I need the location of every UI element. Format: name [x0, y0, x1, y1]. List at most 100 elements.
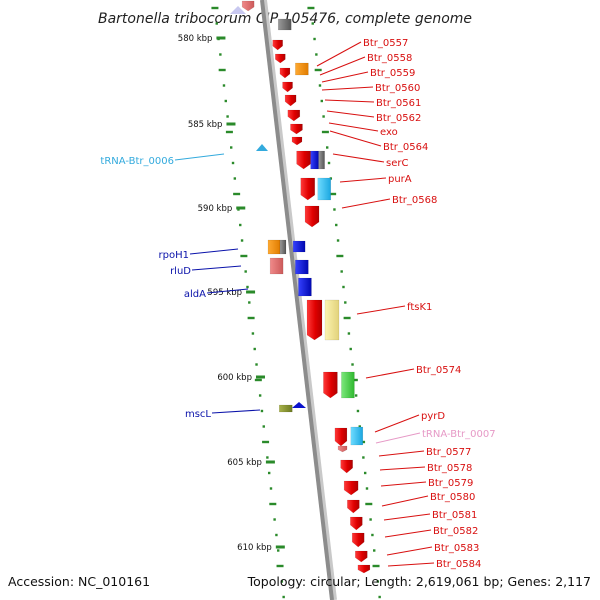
gene-feature[interactable] — [310, 150, 319, 170]
kbp-label: 580 kbp — [178, 34, 213, 44]
trna-feature[interactable] — [256, 144, 268, 151]
gene-label[interactable]: Btr_0584 — [436, 559, 481, 570]
gene-feature[interactable] — [341, 371, 355, 399]
track-tick — [314, 68, 322, 72]
track-tick — [343, 316, 351, 320]
track-tick — [351, 363, 354, 366]
gene-feature[interactable] — [340, 459, 353, 474]
gene-feature[interactable] — [269, 257, 284, 275]
gene-feature[interactable] — [306, 299, 323, 341]
gene-feature[interactable] — [343, 480, 359, 496]
gene-feature[interactable] — [337, 445, 348, 453]
gene-label[interactable]: Btr_0582 — [433, 526, 478, 537]
gene-label[interactable]: Btr_0560 — [375, 83, 420, 94]
gene-feature[interactable] — [347, 499, 360, 514]
gene-feature[interactable] — [351, 532, 365, 548]
gene-feature[interactable] — [296, 150, 311, 170]
track-tick — [335, 223, 338, 227]
gene-label[interactable]: rluD — [170, 266, 191, 277]
gene-label[interactable]: Btr_0559 — [370, 68, 415, 79]
gene-feature[interactable] — [292, 240, 306, 253]
gene-feature[interactable] — [279, 404, 293, 413]
gene-feature[interactable] — [279, 239, 287, 255]
track-tick — [326, 146, 329, 149]
gene-feature[interactable] — [284, 94, 297, 107]
track-tick — [260, 409, 264, 413]
connector-line — [380, 481, 427, 487]
gene-label[interactable]: Btr_0564 — [383, 142, 428, 153]
gene-label[interactable]: Btr_0581 — [432, 510, 477, 521]
gene-label[interactable]: serC — [386, 158, 408, 169]
gene-feature[interactable] — [230, 6, 246, 14]
gene-label[interactable]: ftsK1 — [407, 302, 432, 313]
gene-feature[interactable] — [277, 18, 292, 31]
track-tick — [215, 22, 218, 25]
gene-label[interactable]: mscL — [185, 409, 211, 420]
gene-feature[interactable] — [295, 259, 309, 275]
track-tick — [254, 378, 262, 382]
track-tick — [267, 471, 271, 475]
gene-feature[interactable] — [295, 62, 309, 76]
gene-feature[interactable] — [350, 426, 364, 446]
gene-feature[interactable] — [298, 277, 312, 297]
gene-feature[interactable] — [282, 81, 293, 93]
gene-label[interactable]: Btr_0557 — [363, 38, 408, 49]
gene-label[interactable]: Btr_0578 — [427, 463, 472, 474]
connector-line — [341, 198, 391, 209]
gene-feature[interactable] — [318, 150, 325, 170]
gene-feature[interactable] — [324, 299, 340, 341]
track-tick — [258, 394, 262, 397]
connector-line — [321, 71, 369, 83]
gene-feature[interactable] — [323, 371, 338, 399]
gene-label[interactable]: pyrD — [421, 411, 445, 422]
connector-line — [316, 41, 362, 67]
connector-line — [321, 86, 374, 91]
connector-line — [381, 495, 429, 507]
track-tick — [233, 192, 241, 196]
track-tick — [211, 6, 219, 10]
gene-feature[interactable] — [304, 205, 320, 228]
gene-label[interactable]: aldA — [184, 289, 206, 300]
gene-label[interactable]: Btr_0574 — [416, 365, 461, 376]
gene-label[interactable]: tRNA-Btr_0007 — [422, 429, 496, 440]
gene-label[interactable]: Btr_0583 — [434, 543, 479, 554]
gene-label[interactable]: rpoH1 — [159, 250, 189, 261]
gene-label[interactable]: Btr_0577 — [426, 447, 471, 458]
gene-feature[interactable] — [290, 123, 303, 135]
track-tick — [365, 502, 373, 506]
connector-line — [189, 248, 239, 255]
gene-feature[interactable] — [292, 402, 306, 408]
gene-label[interactable]: Btr_0558 — [367, 53, 412, 64]
gene-feature[interactable] — [279, 67, 291, 79]
kbp-major-tick — [246, 290, 256, 294]
track-tick — [371, 533, 374, 537]
gene-feature[interactable] — [357, 564, 371, 574]
gene-feature[interactable] — [350, 516, 363, 531]
track-tick — [280, 580, 284, 583]
gene-label[interactable]: Btr_0579 — [428, 478, 473, 489]
gene-label[interactable]: Btr_0580 — [430, 492, 475, 503]
track-tick — [269, 487, 273, 490]
gene-feature[interactable] — [267, 239, 281, 255]
track-tick — [315, 53, 318, 56]
gene-feature[interactable] — [275, 53, 286, 64]
connector-line — [324, 99, 375, 103]
kbp-scale: 580 kbp 585 kbp 590 kbp 595 kbp 600 kbp 605 k… — [178, 34, 285, 553]
gene-feature[interactable] — [300, 177, 316, 201]
gene-feature[interactable] — [291, 136, 303, 146]
gene-label[interactable]: exo — [380, 127, 398, 138]
gene-label[interactable]: Btr_0562 — [376, 113, 421, 124]
gene-feature[interactable] — [317, 177, 332, 201]
connector-line — [339, 177, 387, 183]
gene-label[interactable]: purA — [388, 174, 412, 185]
gene-feature[interactable] — [241, 0, 255, 12]
gene-feature[interactable] — [355, 550, 368, 563]
track-tick — [277, 549, 280, 552]
gene-label[interactable]: tRNA-Btr_0006 — [100, 156, 174, 167]
gene-label[interactable]: Btr_0561 — [376, 98, 421, 109]
gene-feature[interactable] — [287, 109, 301, 122]
gene-label[interactable]: Btr_0568 — [392, 195, 437, 206]
track-tick — [262, 440, 270, 444]
gene-feature[interactable] — [334, 427, 348, 447]
gene-feature[interactable] — [272, 39, 283, 51]
